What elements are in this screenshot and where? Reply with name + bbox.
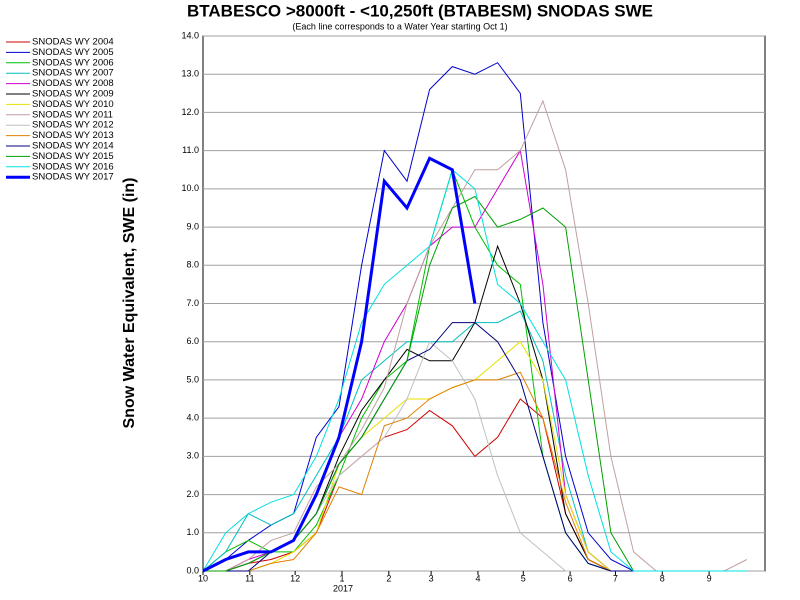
series-line	[203, 99, 748, 572]
series-line	[203, 322, 747, 572]
y-tick-label: 8.0	[186, 260, 199, 270]
series-line	[202, 168, 747, 572]
y-tick-label: 11.0	[182, 145, 199, 155]
x-tick-label: 6	[568, 573, 573, 583]
x-tick-label: 5	[521, 573, 526, 583]
legend-label: SNODAS WY 2011	[32, 109, 113, 120]
year-label: 2017	[333, 583, 353, 593]
series-line	[202, 156, 477, 573]
chart-title: BTABESCO >8000ft - <10,250ft (BTABESM) S…	[187, 1, 653, 20]
series-line	[203, 195, 747, 572]
y-tick-label: 4.0	[186, 413, 199, 423]
series-line	[202, 168, 747, 572]
y-tick-label: 13.0	[181, 69, 199, 79]
y-tick-label: 6.0	[186, 336, 199, 346]
x-tick-label: 2	[386, 573, 391, 583]
legend-label: SNODAS WY 2007	[32, 68, 114, 79]
legend-label: SNODAS WY 2012	[32, 120, 114, 131]
legend-label: SNODAS WY 2009	[32, 89, 114, 100]
legend-label: SNODAS WY 2008	[32, 78, 114, 89]
legend-label: SNODAS WY 2014	[32, 141, 114, 152]
y-tick-label: 0.0	[186, 565, 199, 575]
y-tick-label: 10.0	[181, 183, 199, 193]
y-tick-label: 2.0	[186, 489, 199, 499]
x-tick-label: 9	[707, 573, 712, 583]
legend-label: SNODAS WY 2015	[32, 151, 114, 162]
y-tick-label: 9.0	[186, 221, 199, 231]
x-tick-label: 4	[475, 573, 480, 583]
series-line	[203, 149, 747, 572]
chart-subtitle: (Each line corresponds to a Water Year s…	[292, 21, 507, 31]
x-tick-label: 8	[660, 573, 665, 583]
x-tick-label: 12	[290, 573, 300, 583]
legend-label: SNODAS WY 2017	[32, 172, 114, 183]
y-tick-label: 1.0	[186, 527, 199, 537]
x-tick-label: 1	[339, 573, 344, 583]
x-tick-label: 10	[198, 573, 208, 583]
y-axis-label: Snow Water Equivalent, SWE (in)	[121, 178, 138, 429]
legend-label: SNODAS WY 2006	[32, 57, 114, 68]
legend-label: SNODAS WY 2005	[32, 47, 114, 58]
legend-label: SNODAS WY 2004	[32, 37, 114, 48]
x-tick-label: 3	[429, 573, 434, 583]
y-tick-label: 12.0	[181, 107, 199, 117]
x-tick-label: 7	[613, 573, 618, 583]
y-tick-label: 5.0	[186, 374, 199, 384]
y-tick-label: 3.0	[186, 451, 199, 461]
legend-label: SNODAS WY 2013	[32, 130, 114, 141]
legend-label: SNODAS WY 2016	[32, 161, 114, 172]
series-line	[203, 371, 747, 572]
series-line	[202, 310, 747, 572]
y-tick-label: 14.0	[181, 30, 199, 40]
y-tick-label: 7.0	[186, 298, 199, 308]
x-tick-label: 11	[245, 573, 254, 583]
legend-label: SNODAS WY 2010	[32, 99, 114, 110]
